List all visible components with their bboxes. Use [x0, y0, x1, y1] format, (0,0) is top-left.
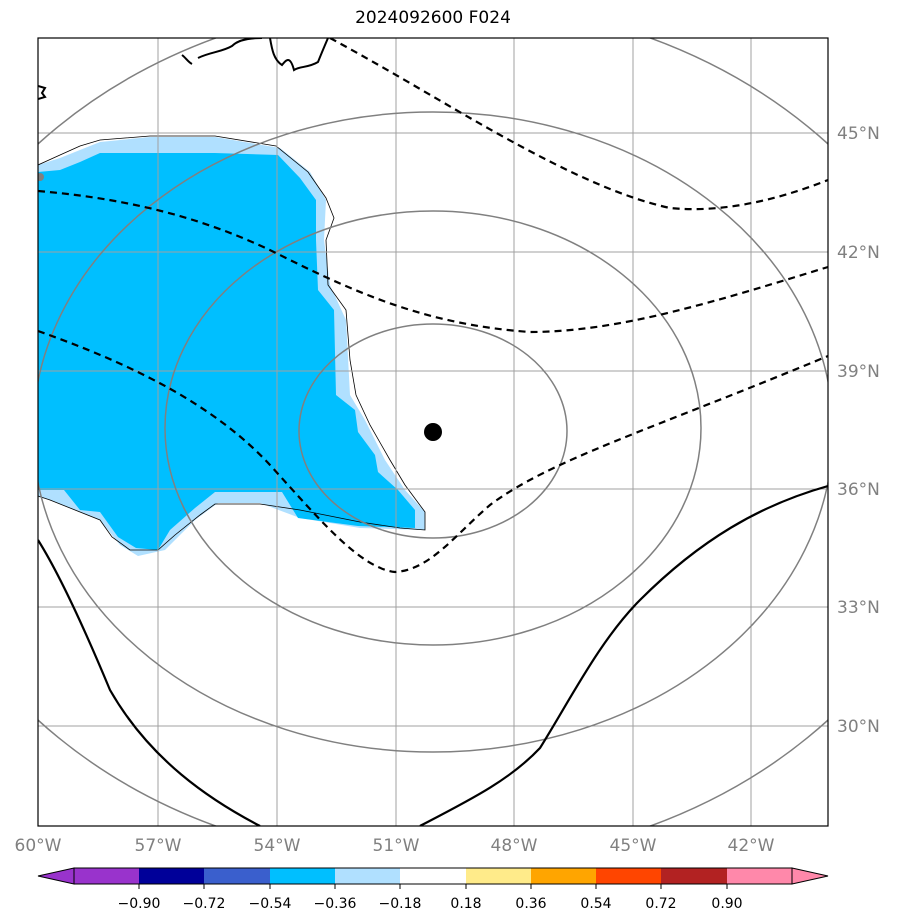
- lon-label: 51°W: [373, 836, 420, 856]
- storm-center-marker: [424, 423, 442, 441]
- range-rings: [38, 38, 828, 826]
- coastline-outline: [38, 135, 426, 551]
- map-frame: [37, 37, 829, 827]
- lon-label: 60°W: [15, 836, 62, 856]
- solid-contours: [38, 484, 828, 826]
- colorbar-tick-label: 0.36: [515, 896, 546, 912]
- lon-label: 54°W: [254, 836, 301, 856]
- colorbar-segment: [727, 868, 792, 884]
- colorbar-extend-high: [791, 867, 829, 885]
- colorbar-tick-label: −0.54: [249, 896, 292, 912]
- colorbar-segment: [661, 868, 727, 884]
- colorbar-tick-label: 0.90: [711, 896, 742, 912]
- colorbar-tick-label: −0.72: [183, 896, 226, 912]
- colorbar-segment: [596, 868, 661, 884]
- lon-label: 48°W: [491, 836, 538, 856]
- colorbar-segment: [531, 868, 596, 884]
- colorbar-segment: [270, 868, 335, 884]
- plot-title: 2024092600 F024: [355, 8, 511, 28]
- colorbar-segment: [74, 868, 139, 884]
- lat-label: 33°N: [837, 598, 880, 618]
- small-island: [38, 173, 44, 181]
- lat-label: 42°N: [837, 243, 880, 263]
- colorbar-tick-label: −0.36: [314, 896, 357, 912]
- lat-label: 39°N: [837, 362, 880, 382]
- colorbar-tick-label: −0.90: [118, 896, 161, 912]
- lat-label: 36°N: [837, 480, 880, 500]
- colorbar-segment: [139, 868, 204, 884]
- lon-label: 42°W: [728, 836, 775, 856]
- lat-label: 30°N: [837, 717, 880, 737]
- colorbar-segment: [466, 868, 531, 884]
- colorbar-tick-label: 0.72: [645, 896, 676, 912]
- colorbar-tick-label: 0.54: [580, 896, 611, 912]
- colorbar-tick-label: 0.18: [450, 896, 481, 912]
- map-area: [38, 38, 828, 826]
- gridlines: [38, 38, 828, 826]
- colorbar-segment: [204, 868, 270, 884]
- colorbar-tick-label: −0.18: [379, 896, 422, 912]
- colorbar-segment: [400, 868, 466, 884]
- colorbar-extend-low: [37, 867, 75, 885]
- colorbar-segment: [335, 868, 400, 884]
- colorbar: −0.90 −0.72 −0.54 −0.36 −0.18 0.18 0.36 …: [37, 867, 829, 912]
- lon-label: 45°W: [610, 836, 657, 856]
- lon-label: 57°W: [135, 836, 182, 856]
- dashed-contours: [38, 38, 828, 574]
- coastline-top: [38, 38, 329, 100]
- lat-label: 45°N: [837, 124, 880, 144]
